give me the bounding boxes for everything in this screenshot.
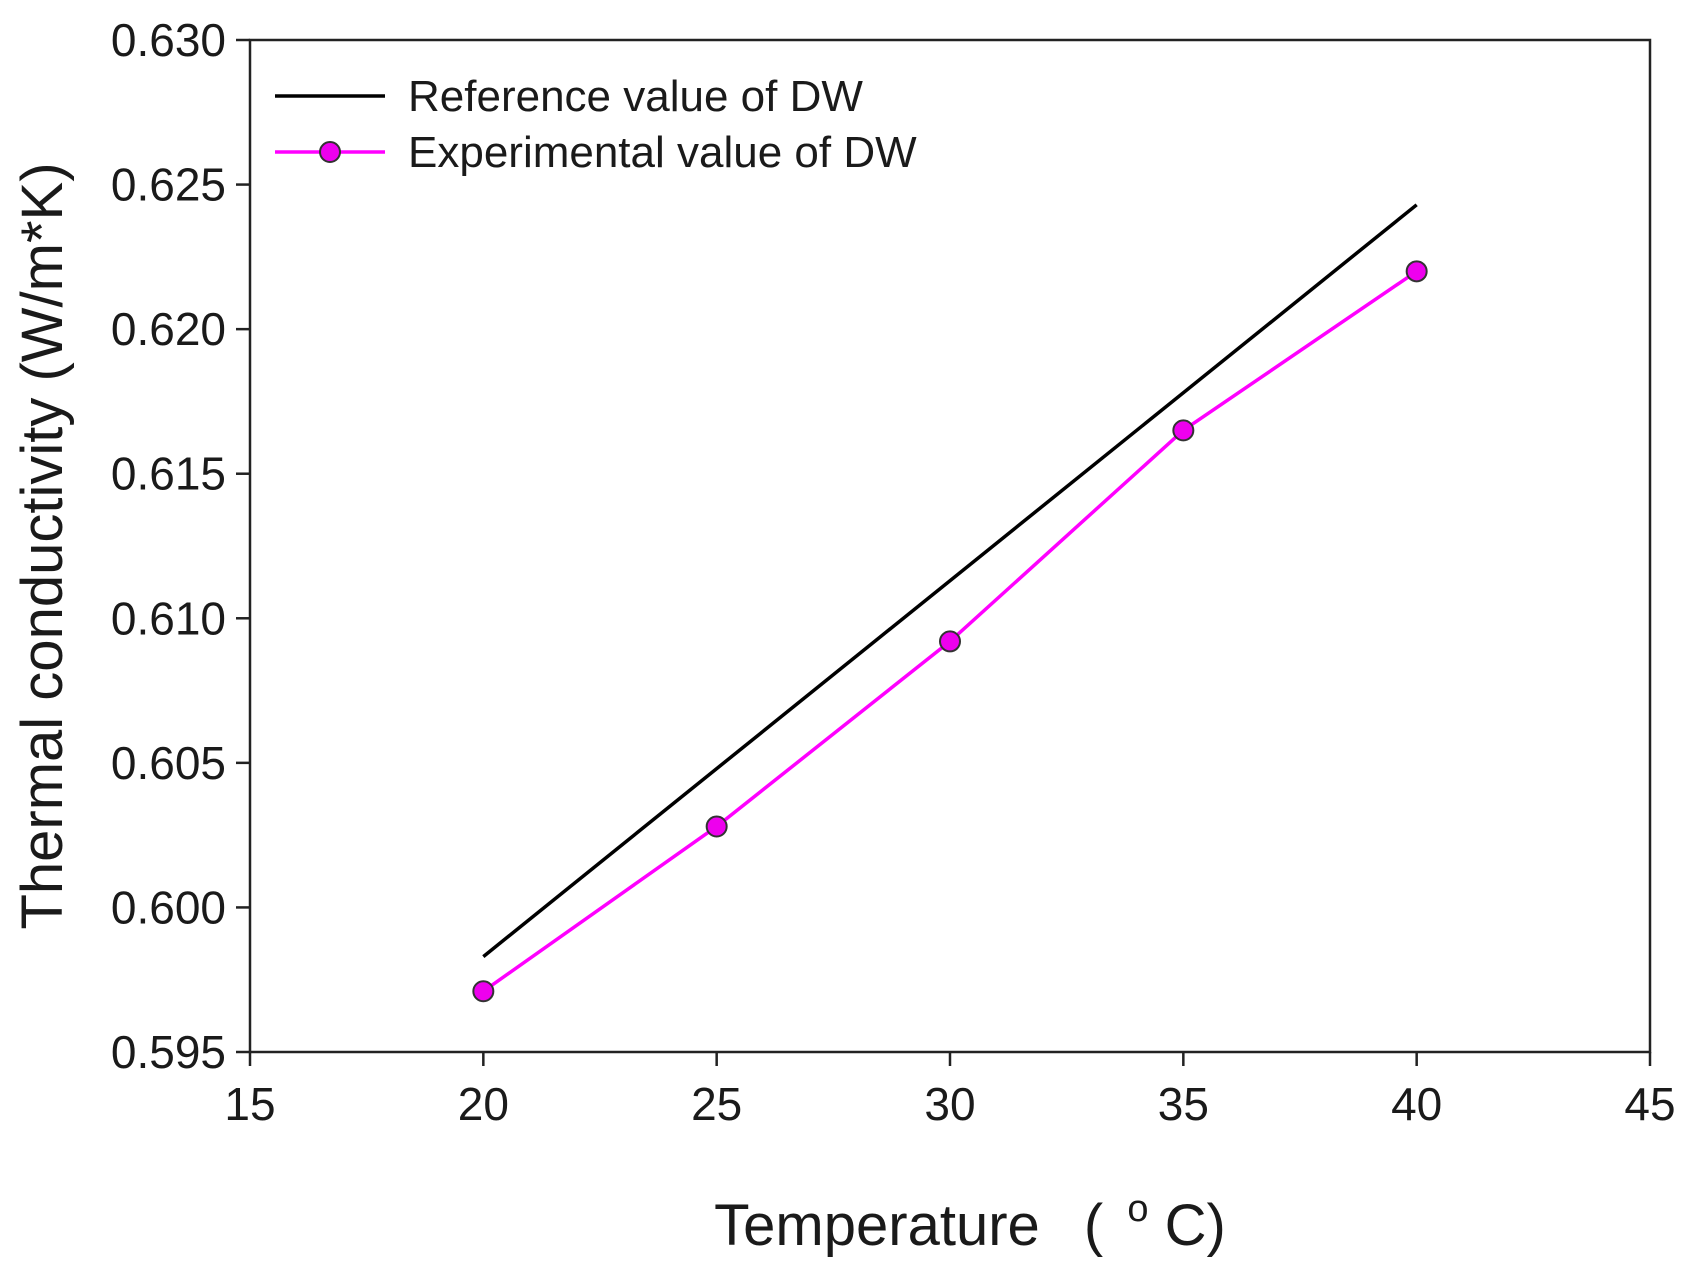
y-tick-label: 0.615 — [111, 448, 226, 500]
y-tick-label: 0.595 — [111, 1026, 226, 1078]
x-tick-label: 25 — [691, 1078, 742, 1130]
legend: Reference value of DW Experimental value … — [275, 72, 917, 177]
x-axis-unit-superscript: o — [1127, 1188, 1148, 1230]
series-line-reference — [482, 203, 1418, 958]
legend-label-reference: Reference value of DW — [408, 72, 863, 121]
x-tick-label: 45 — [1624, 1078, 1675, 1130]
y-tick-label: 0.610 — [111, 592, 226, 644]
y-axis: 0.595 0.600 0.605 0.610 0.615 0.620 0.625 0.630 — [111, 14, 250, 1078]
plot-area-frame — [248, 38, 1652, 1054]
x-axis-unit-open: ( — [1084, 1193, 1103, 1258]
data-point-experimental — [939, 630, 961, 653]
y-tick-label: 0.625 — [111, 159, 226, 211]
series-group — [472, 203, 1428, 1003]
x-axis: 15 20 25 30 35 40 45 — [224, 1052, 1676, 1130]
y-tick-label: 0.620 — [111, 303, 226, 355]
data-point-experimental — [1405, 260, 1428, 283]
y-tick-label: 0.630 — [111, 14, 226, 66]
data-point-experimental — [1172, 419, 1195, 442]
data-point-experimental — [472, 980, 495, 1003]
legend-label-experimental: Experimental value of DW — [408, 128, 917, 177]
data-point-experimental — [705, 815, 728, 838]
x-tick-label: 15 — [224, 1078, 275, 1130]
y-tick-label: 0.600 — [111, 881, 226, 933]
y-axis-title: Thermal conductivity (W/m*K) — [10, 162, 75, 929]
x-axis-title: Temperature ( o C) — [714, 1169, 1226, 1258]
x-axis-unit-main: C) — [1165, 1193, 1226, 1258]
x-tick-label: 20 — [458, 1078, 509, 1130]
y-tick-label: 0.605 — [111, 737, 226, 789]
x-tick-label: 30 — [924, 1078, 975, 1130]
x-axis-title-text: Temperature — [714, 1193, 1040, 1258]
legend-marker-experimental — [319, 141, 341, 163]
x-tick-label: 35 — [1158, 1078, 1209, 1130]
x-tick-label: 40 — [1391, 1078, 1442, 1130]
